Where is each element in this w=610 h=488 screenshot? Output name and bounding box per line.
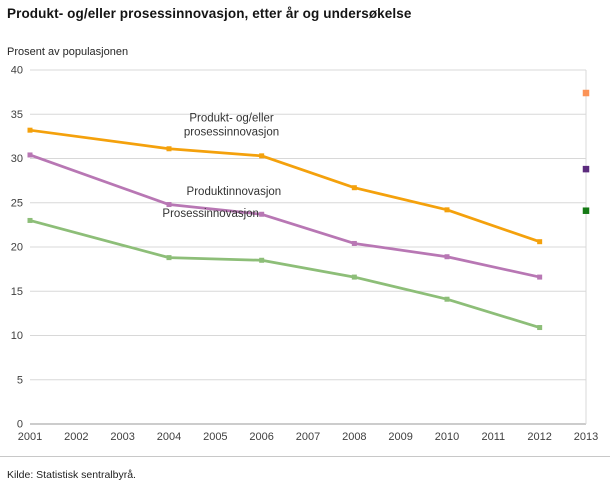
svg-text:30: 30 [11, 153, 23, 165]
line-chart-svg: 0 5 10 15 20 25 30 35 40 2001 2002 2003 2004 2005 2006… [11, 65, 598, 444]
svg-text:35: 35 [11, 109, 23, 121]
svg-text:2011: 2011 [482, 431, 506, 443]
svg-text:2003: 2003 [110, 431, 134, 443]
svg-text:Prosessinnovasjon: Prosessinnovasjon [162, 208, 259, 220]
series-line-0 [27, 127, 543, 245]
svg-text:0: 0 [17, 419, 23, 431]
svg-text:2007: 2007 [296, 431, 320, 443]
svg-text:2012: 2012 [527, 431, 551, 443]
y-axis-title: Prosent av populasjonen [7, 46, 129, 58]
series-labels: Produkt- og/eller prosessinnovasjon Produk… [162, 112, 281, 220]
svg-text:25: 25 [11, 197, 23, 209]
svg-text:2008: 2008 [342, 431, 366, 443]
svg-text:2004: 2004 [157, 431, 181, 443]
survey-2013-points [582, 89, 590, 214]
source-text: Kilde: Statistisk sentralbyrå. [7, 469, 136, 481]
svg-text:2009: 2009 [388, 431, 412, 443]
footer-divider [0, 456, 610, 457]
svg-text:2001: 2001 [18, 431, 42, 443]
y-axis-tick-labels: 0 5 10 15 20 25 30 35 40 [11, 65, 23, 431]
svg-text:10: 10 [11, 330, 23, 342]
svg-text:2002: 2002 [64, 431, 88, 443]
x-axis-tick-labels: 2001 2002 2003 2004 2005 2006 2007 2008 2009 2010… [18, 431, 598, 443]
svg-text:40: 40 [11, 65, 23, 77]
series-line-2 [27, 217, 543, 331]
gridlines [30, 69, 587, 425]
chart-title: Produkt- og/eller prosessinnovasjon, ett… [7, 6, 412, 21]
svg-text:15: 15 [11, 286, 23, 298]
svg-text:5: 5 [17, 374, 23, 386]
line-chart: 0 5 10 15 20 25 30 35 40 2001 2002 2003 2004 2005 2006… [0, 60, 610, 445]
svg-text:2005: 2005 [203, 431, 227, 443]
svg-text:2006: 2006 [249, 431, 273, 443]
svg-text:20: 20 [11, 242, 23, 254]
svg-text:Produktinnovasjon: Produktinnovasjon [187, 186, 282, 198]
series-line-1 [27, 152, 543, 280]
svg-text:2013: 2013 [574, 431, 598, 443]
svg-text:2010: 2010 [435, 431, 459, 443]
